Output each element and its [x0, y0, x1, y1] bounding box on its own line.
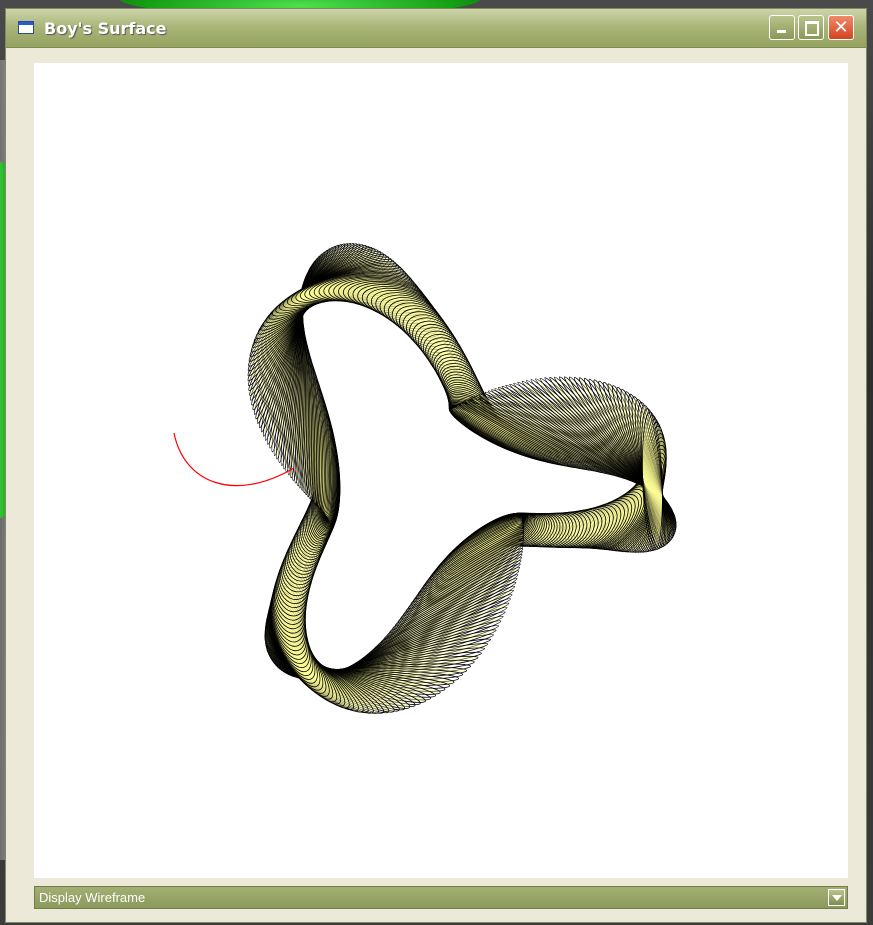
window-icon[interactable]: [18, 21, 34, 34]
wire-loop: [565, 507, 610, 549]
boys-surface-wireframe: [173, 243, 677, 714]
wire-loop: [642, 411, 663, 551]
wire-loop: [361, 285, 432, 319]
window-title: Boy's Surface: [44, 19, 167, 38]
wire-loop: [415, 324, 458, 360]
wire-loop: [422, 523, 524, 590]
wire-loop: [275, 567, 308, 617]
wire-loop: [377, 563, 521, 647]
wire-loop: [287, 301, 304, 476]
wire-loop: [624, 391, 671, 544]
display-mode-value: Display Wireframe: [39, 890, 146, 905]
wire-loop: [431, 347, 471, 382]
wire-loop: [315, 638, 492, 680]
seam-curve: [173, 432, 295, 487]
wire-loop: [425, 337, 465, 373]
wire-loop: [409, 317, 454, 354]
wire-loop: [269, 595, 309, 664]
chevron-down-icon[interactable]: [828, 889, 845, 906]
app-window: Boy's Surface ✕ Display Wireframe: [5, 8, 867, 923]
close-button[interactable]: ✕: [828, 15, 854, 40]
surface-mesh: [173, 243, 677, 714]
wire-loop: [268, 254, 387, 320]
wire-loop: [417, 327, 460, 363]
minimize-button[interactable]: [769, 15, 795, 40]
wire-loop: [318, 633, 494, 680]
wire-loop: [284, 540, 318, 582]
render-canvas[interactable]: [34, 63, 848, 878]
wire-loop: [616, 387, 673, 540]
wire-loop: [387, 299, 443, 336]
wire-loop: [304, 269, 409, 302]
wire-loop: [375, 292, 438, 327]
wire-loop: [505, 384, 650, 490]
close-icon: ✕: [833, 17, 849, 38]
wire-loop: [270, 588, 307, 652]
wire-loop: [517, 381, 658, 495]
title-bar[interactable]: Boy's Surface ✕: [6, 9, 866, 48]
wire-loop: [286, 537, 319, 579]
wire-loop: [406, 314, 452, 350]
wire-loop: [271, 583, 306, 643]
maximize-button[interactable]: [798, 15, 824, 40]
wire-loop: [513, 382, 655, 493]
wire-loop: [383, 297, 441, 333]
display-mode-select[interactable]: Display Wireframe: [34, 886, 848, 909]
